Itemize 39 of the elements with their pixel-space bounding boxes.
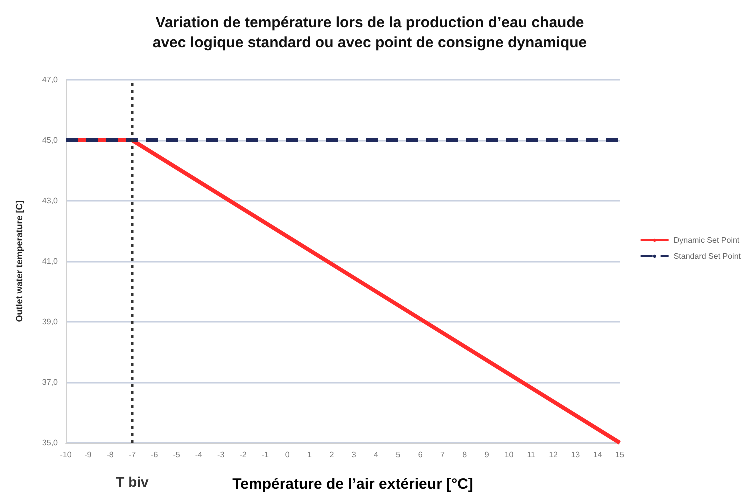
x-tick-label: 6 — [418, 450, 424, 460]
x-tick-label: 1 — [308, 450, 313, 460]
x-tick-label: 12 — [549, 450, 559, 460]
x-tick-label: -1 — [262, 450, 270, 460]
x-tick-label: -9 — [84, 450, 92, 460]
x-tick-label: -4 — [195, 450, 204, 460]
x-tick-label: 14 — [593, 450, 603, 460]
x-tick-label: 4 — [374, 450, 380, 460]
y-tick-label: 39,0 — [42, 318, 59, 326]
y-tick-label: 41,0 — [42, 257, 59, 266]
x-tick-label: 10 — [504, 450, 514, 460]
legend-label: Standard Set Point — [674, 252, 742, 261]
x-tick-label: -10 — [60, 450, 72, 460]
chart-title: Variation de température lors de la production d’eau chaude avec logique standard ou avec point de consigne dynamique — [152, 14, 588, 52]
x-tick-label: 7 — [440, 450, 446, 460]
x-tick-label: -6 — [151, 450, 159, 460]
x-tick-label: 11 — [527, 450, 536, 460]
x-axis-title: Température de l’air extérieur [°C] — [232, 476, 474, 493]
y-tick-label: 37,0 — [42, 378, 59, 387]
x-tick-label: 2 — [330, 450, 335, 460]
x-tick-label: -2 — [240, 450, 248, 460]
y-axis-title: Outlet water temperature [C] — [14, 200, 24, 322]
x-tick-label: 15 — [616, 450, 625, 460]
x-tick-label: 8 — [462, 450, 468, 460]
x-tick-label: 0 — [285, 450, 290, 460]
legend-label: Dynamic Set Point — [674, 236, 740, 245]
y-tick-label: 35,0 — [42, 438, 59, 448]
x-tick-label: -5 — [173, 450, 181, 460]
y-tick-label: 47,0 — [42, 76, 59, 84]
y-tick-label: 45,0 — [42, 136, 59, 145]
x-tick-label: 13 — [571, 450, 581, 460]
x-tick-label: -3 — [218, 450, 226, 460]
x-tick-label: -8 — [106, 450, 114, 460]
x-tick-label: -7 — [128, 450, 137, 460]
x-tick-label: 3 — [352, 450, 357, 460]
x-tick-label: 5 — [396, 450, 402, 460]
ref-line-label: T biv — [116, 474, 150, 490]
y-tick-label: 43,0 — [42, 196, 59, 206]
x-tick-label: 9 — [484, 450, 490, 460]
